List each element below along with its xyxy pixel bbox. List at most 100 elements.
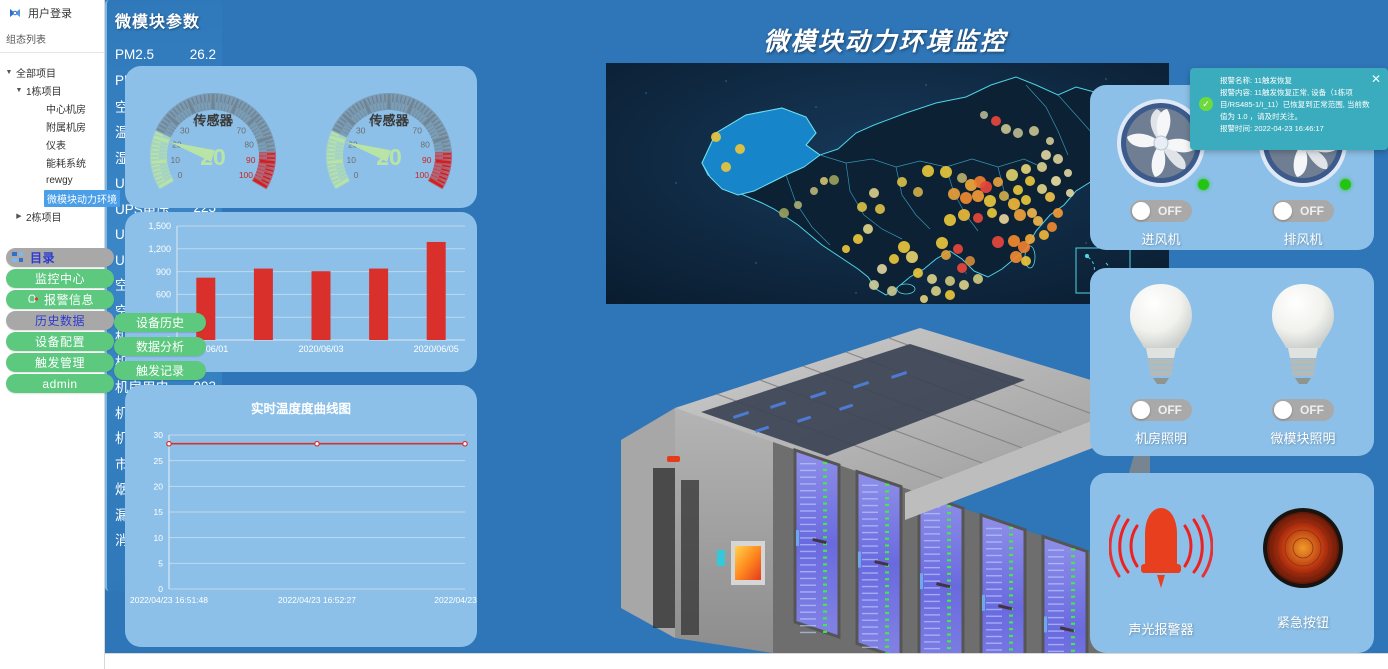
toast-alarm-content-2: 目/RS485-1/I_11）已恢复到正常范围, 当前数 bbox=[1220, 100, 1370, 109]
toast-alarm-name: 报警名称: 11触发恢复 bbox=[1220, 76, 1292, 85]
toggle-state-label: OFF bbox=[1300, 204, 1324, 218]
heatmap-dots bbox=[711, 111, 1074, 303]
tree-node-7[interactable]: ▶微模块动力环境 bbox=[0, 189, 120, 207]
gauge-0: 0102030405060708090100传感器20 bbox=[133, 74, 293, 200]
alarm-device-0[interactable]: 声光报警器 bbox=[1090, 473, 1232, 653]
svg-text:80: 80 bbox=[244, 139, 254, 149]
gauge-value: 20 bbox=[200, 144, 226, 170]
bell-icon bbox=[26, 294, 39, 305]
svg-text:70: 70 bbox=[237, 126, 247, 136]
user-login-bar[interactable]: 用户登录 bbox=[0, 0, 104, 26]
svg-text:900: 900 bbox=[156, 267, 171, 277]
svg-text:25: 25 bbox=[154, 456, 164, 466]
fan-device-label: 排风机 bbox=[1283, 232, 1323, 247]
alarm-device-label: 声光报警器 bbox=[1128, 622, 1194, 637]
menu-item-2[interactable]: 历史数据 bbox=[6, 311, 114, 330]
menu-item-label: 监控中心 bbox=[34, 272, 85, 286]
tree-node-0[interactable]: ▼ 全部项目 bbox=[0, 63, 104, 81]
tree-node-2[interactable]: ▶中心机房 bbox=[0, 99, 104, 117]
svg-text:0: 0 bbox=[178, 170, 183, 180]
close-icon[interactable]: ✕ bbox=[1370, 72, 1381, 86]
menu-item-1[interactable]: 报警信息 bbox=[6, 290, 114, 309]
light-device-icon bbox=[1266, 280, 1340, 393]
project-tree[interactable]: ▼全部项目▼1栋项目▶中心机房▶附属机房▶仪表▶能耗系统▶rewgy▶微模块动力… bbox=[0, 53, 120, 225]
svg-text:90: 90 bbox=[422, 155, 432, 165]
menu-item-0[interactable]: 监控中心 bbox=[6, 269, 114, 288]
svg-text:0: 0 bbox=[158, 584, 163, 594]
menu-item-label: 历史数据 bbox=[34, 314, 85, 328]
tree-node-label: 微模块动力环境 bbox=[44, 189, 120, 207]
user-login-icon bbox=[8, 6, 22, 20]
fan-device-icon bbox=[1115, 97, 1209, 194]
submenu-item-1[interactable]: 数据分析 bbox=[114, 337, 206, 356]
main-menu[interactable]: 目录监控中心报警信息历史数据设备配置触发管理 admin bbox=[6, 248, 114, 395]
svg-text:10: 10 bbox=[170, 155, 180, 165]
svg-text:2022/04/23 16:5: 2022/04/23 16:5 bbox=[434, 595, 477, 605]
svg-text:10: 10 bbox=[346, 155, 356, 165]
tree-node-label: 全部项目 bbox=[16, 68, 56, 80]
menu-item-3[interactable]: 设备配置 bbox=[6, 332, 114, 351]
tree-node-5[interactable]: ▶能耗系统 bbox=[0, 153, 104, 171]
history-submenu[interactable]: 设备历史数据分析触发记录 bbox=[114, 313, 206, 385]
success-check-icon: ✓ bbox=[1199, 97, 1213, 111]
submenu-item-label: 数据分析 bbox=[135, 340, 184, 354]
fan-device-toggle[interactable]: OFF bbox=[1272, 200, 1334, 222]
tree-node-8[interactable]: ▶ 2栋项目 bbox=[0, 207, 104, 225]
light-device-toggle[interactable]: OFF bbox=[1130, 399, 1192, 421]
svg-text:0: 0 bbox=[354, 170, 359, 180]
alarm-device-1[interactable]: 紧急按钮 bbox=[1232, 473, 1374, 653]
page-title: 微模块动力环境监控 bbox=[763, 28, 1007, 56]
svg-text:30: 30 bbox=[180, 126, 190, 136]
chevron-down-icon[interactable]: ▼ bbox=[5, 68, 13, 76]
svg-text:10: 10 bbox=[154, 533, 164, 543]
menu-header[interactable]: 目录 bbox=[6, 248, 114, 267]
svg-text:15: 15 bbox=[154, 507, 164, 517]
light-device-1[interactable]: OFF 微模块照明 bbox=[1232, 268, 1374, 456]
svg-text:2020/06/05: 2020/06/05 bbox=[414, 344, 459, 354]
svg-text:2022/04/23 16:51:48: 2022/04/23 16:51:48 bbox=[130, 595, 208, 605]
menu-item-4[interactable]: 触发管理 bbox=[6, 353, 114, 372]
svg-text:50: 50 bbox=[384, 113, 394, 123]
svg-text:100: 100 bbox=[239, 170, 253, 180]
menu-item-5[interactable]: admin bbox=[6, 374, 114, 393]
svg-text:40: 40 bbox=[193, 116, 203, 126]
toggle-knob bbox=[1132, 202, 1150, 220]
tree-node-label: 仪表 bbox=[46, 140, 66, 152]
alarm-device-panel: 声光报警器 紧急按钮 bbox=[1090, 473, 1374, 653]
light-device-0[interactable]: OFF 机房照明 bbox=[1090, 268, 1232, 456]
tree-node-label: 2栋项目 bbox=[26, 212, 62, 224]
menu-item-label: admin bbox=[42, 376, 78, 391]
alarm-device-label: 紧急按钮 bbox=[1276, 615, 1329, 630]
light-device-icon bbox=[1124, 280, 1198, 393]
datacenter-module-image[interactable] bbox=[605, 308, 1170, 653]
tree-node-label: 中心机房 bbox=[46, 104, 86, 116]
svg-text:40: 40 bbox=[369, 116, 379, 126]
tree-node-4[interactable]: ▶仪表 bbox=[0, 135, 104, 153]
toast-alarm-time: 报警时间: 2022-04-23 16:46:17 bbox=[1220, 124, 1324, 133]
svg-text:2022/04/23 16:52:27: 2022/04/23 16:52:27 bbox=[278, 595, 356, 605]
emergency-button-icon bbox=[1262, 507, 1344, 594]
menu-item-label: 报警信息 bbox=[43, 293, 94, 307]
fan-device-0[interactable]: OFF 进风机 bbox=[1090, 85, 1232, 250]
chevron-down-icon[interactable]: ▼ bbox=[15, 86, 23, 94]
toggle-state-label: OFF bbox=[1158, 403, 1182, 417]
toggle-knob bbox=[1132, 401, 1150, 419]
svg-text:30: 30 bbox=[154, 430, 164, 440]
tree-node-1[interactable]: ▼ 1栋项目 bbox=[0, 81, 104, 99]
tree-node-3[interactable]: ▶附属机房 bbox=[0, 117, 104, 135]
china-map[interactable] bbox=[605, 62, 1170, 305]
toggle-knob bbox=[1274, 401, 1292, 419]
tree-node-6[interactable]: ▶rewgy bbox=[0, 171, 104, 189]
gauge-value: 20 bbox=[376, 144, 402, 170]
submenu-item-2[interactable]: 触发记录 bbox=[114, 361, 206, 380]
submenu-item-0[interactable]: 设备历史 bbox=[114, 313, 206, 332]
line-chart-panel: 实时温度度曲线图 0 5 10 15 20 25 30 2022/04/23 16:51:48… bbox=[125, 385, 496, 647]
toggle-state-label: OFF bbox=[1158, 204, 1182, 218]
alarm-toast[interactable]: ✓ ✕ 报警名称: 11触发恢复 报警内容: 11触发恢复正常, 设备（1栋项 … bbox=[1190, 68, 1388, 150]
fan-device-toggle[interactable]: OFF bbox=[1130, 200, 1192, 222]
siren-icon bbox=[1108, 500, 1214, 601]
light-device-toggle[interactable]: OFF bbox=[1272, 399, 1334, 421]
toast-alarm-content-3: 值为 1.0 ，请及时关注。 bbox=[1220, 112, 1303, 121]
chevron-right-icon[interactable]: ▶ bbox=[16, 213, 22, 220]
svg-text:100: 100 bbox=[415, 170, 429, 180]
